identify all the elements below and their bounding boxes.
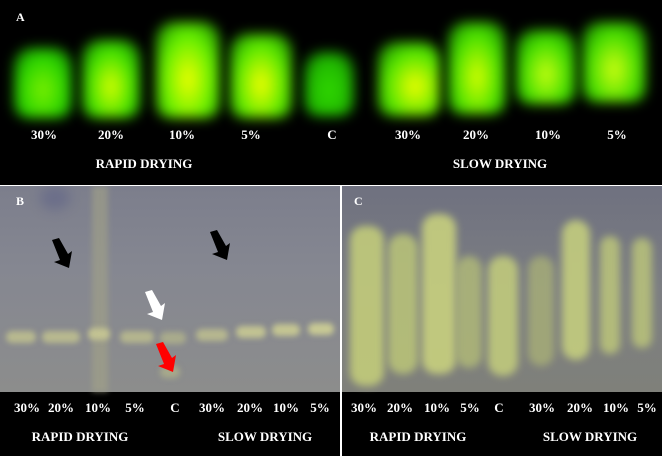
- lane-label: 10%: [603, 400, 629, 415]
- lane-label: 30%: [14, 400, 40, 415]
- gel-lane: [562, 220, 590, 360]
- gel-band: [42, 331, 80, 343]
- panel-label: C: [354, 194, 363, 208]
- lane-label: 30%: [31, 127, 57, 142]
- gel-band: [448, 22, 506, 114]
- gel-band: [304, 52, 354, 116]
- lane-label: C: [327, 127, 337, 142]
- gel-lane: [388, 234, 418, 374]
- lane-label: 20%: [48, 400, 74, 415]
- lane-label: 20%: [463, 127, 489, 142]
- lane-label: 10%: [273, 400, 299, 415]
- gel-band: [82, 40, 140, 118]
- gel-band: [582, 22, 646, 102]
- gel-lane: [92, 186, 108, 392]
- lane-label: 5%: [125, 400, 145, 415]
- group-label-rapid-drying: RAPID DRYING: [31, 429, 129, 444]
- lane-label: C: [170, 400, 180, 415]
- lane-label: 20%: [237, 400, 263, 415]
- gel-band: [272, 324, 300, 336]
- lane-label: 5%: [241, 127, 261, 142]
- white-arrow-icon: [145, 290, 165, 320]
- gel-band: [160, 332, 186, 344]
- gel-band: [230, 34, 292, 118]
- gel-band: [196, 329, 228, 341]
- group-label-slow-drying: SLOW DRYING: [452, 156, 548, 171]
- gel-lane: [488, 256, 518, 376]
- lane-label: 30%: [351, 400, 377, 415]
- lane-label: 10%: [424, 400, 450, 415]
- black-arrow-2-icon: [210, 230, 230, 260]
- gel-lane: [528, 256, 554, 366]
- gel-band: [156, 22, 220, 118]
- lane-label: 5%: [310, 400, 330, 415]
- gel-band: [378, 42, 440, 116]
- red-arrow-icon: [156, 342, 176, 372]
- gel-lane: [422, 214, 456, 374]
- gel-lane: [350, 226, 384, 386]
- gel-band: [6, 331, 36, 343]
- lane-label: 5%: [460, 400, 480, 415]
- gel-band: [120, 331, 154, 343]
- panel-label: A: [16, 10, 25, 24]
- gel-band: [308, 323, 334, 335]
- lane-label: 30%: [395, 127, 421, 142]
- gel-band: [88, 328, 110, 340]
- lane-label: 20%: [387, 400, 413, 415]
- gel-band: [160, 366, 180, 378]
- gel-lane: [632, 238, 652, 348]
- lane-label: 10%: [535, 127, 561, 142]
- lane-label: 10%: [85, 400, 111, 415]
- gel-band: [236, 326, 266, 338]
- lane-label: 30%: [199, 400, 225, 415]
- gel-band: [14, 48, 72, 118]
- lane-label: 20%: [98, 127, 124, 142]
- group-label-rapid-drying: RAPID DRYING: [369, 429, 467, 444]
- gel-background: [342, 186, 662, 392]
- lane-label: C: [494, 400, 504, 415]
- panel-c-stained-gel: C 30% 20% 10% 5% C 30% 20% 10% 5% RAPID …: [342, 186, 662, 456]
- gel-lane: [600, 236, 620, 354]
- group-label-slow-drying: SLOW DRYING: [542, 429, 638, 444]
- black-arrow-1-icon: [52, 238, 72, 268]
- lane-label: 30%: [529, 400, 555, 415]
- gel-lane: [456, 256, 482, 368]
- panel-label: B: [16, 194, 25, 208]
- group-label-slow-drying: SLOW DRYING: [217, 429, 313, 444]
- lane-label: 5%: [637, 400, 657, 415]
- lane-label: 20%: [567, 400, 593, 415]
- panel-a-fluorescence-gel: A 30% 20% 10% 5% C 30% 20% 10% 5% RAPID …: [0, 0, 662, 185]
- group-label-rapid-drying: RAPID DRYING: [95, 156, 193, 171]
- lane-label: 10%: [169, 127, 195, 142]
- panel-b-stained-gel: B 30% 20% 10% 5% C 30% 20% 10% 5% RAPID …: [0, 186, 340, 456]
- gel-band: [516, 30, 576, 104]
- lane-label: 5%: [607, 127, 627, 142]
